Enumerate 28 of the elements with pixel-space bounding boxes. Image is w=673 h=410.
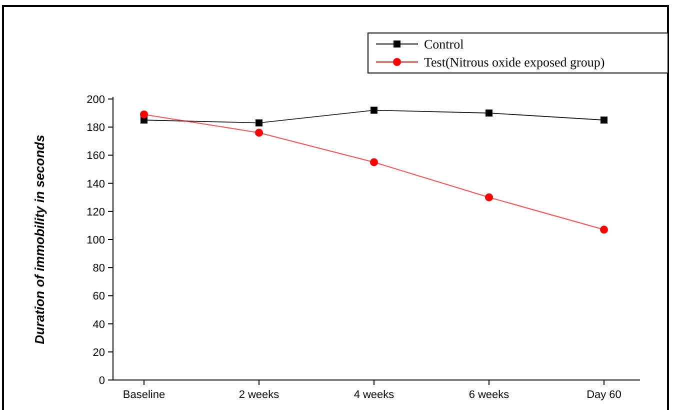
legend-label: Test(Nitrous oxide exposed group)	[424, 54, 605, 70]
y-tick-label: 120	[86, 206, 105, 218]
y-tick-label: 80	[92, 262, 105, 275]
y-axis-title: Duration of immobility in seconds	[32, 134, 47, 344]
y-tick-label: 0	[98, 375, 105, 387]
x-tick-label: 6 weeks	[468, 389, 510, 401]
point	[370, 106, 378, 114]
y-tick-label: 200	[86, 94, 105, 106]
x-tick-label: Baseline	[122, 389, 166, 401]
y-tick-label: 100	[86, 234, 105, 246]
y-tick-label: 180	[86, 122, 105, 134]
y-tick-label: 140	[86, 178, 105, 190]
point	[256, 119, 262, 126]
y-tick-label: 60	[92, 290, 105, 303]
point	[485, 193, 493, 202]
y-tick-label: 40	[92, 318, 105, 331]
point	[486, 110, 492, 117]
point	[370, 158, 378, 166]
point	[600, 226, 608, 234]
x-tick-label: 4 weeks	[354, 389, 395, 401]
y-tick-label: 160	[86, 150, 105, 162]
y-tick-label: 20	[92, 346, 105, 359]
x-tick-label: 2 weeks	[238, 389, 280, 401]
legend-label: Control	[424, 36, 464, 52]
point	[600, 116, 608, 124]
point	[255, 128, 263, 137]
x-tick-label: Day 60	[586, 389, 622, 401]
point	[140, 110, 148, 118]
